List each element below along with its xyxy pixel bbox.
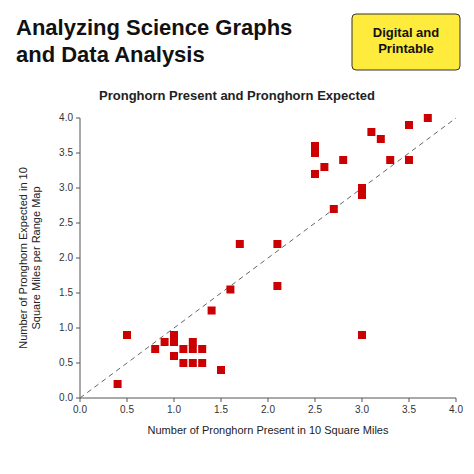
x-tick-label: 0.0 — [73, 404, 87, 415]
y-tick-label: 0.5 — [59, 357, 73, 368]
x-tick — [268, 398, 269, 402]
y-tick — [76, 153, 80, 154]
point — [179, 359, 187, 367]
x-tick — [80, 398, 81, 402]
point — [179, 345, 187, 353]
y-tick-label: 3.0 — [59, 182, 73, 193]
text-line: Square Miles per Range Map — [29, 186, 41, 329]
x-tick-label: 0.5 — [120, 404, 134, 415]
point — [198, 345, 206, 353]
point — [339, 156, 347, 164]
y-tick — [76, 293, 80, 294]
x-tick-label: 3.5 — [402, 404, 416, 415]
y-tick-label: 1.5 — [59, 287, 73, 298]
point — [358, 184, 366, 192]
y-tick-label: 4.0 — [59, 112, 73, 123]
point — [170, 331, 178, 339]
point — [367, 128, 375, 136]
annotation: Digital andPrintable — [373, 25, 440, 56]
point — [151, 345, 159, 353]
x-tick — [174, 398, 175, 402]
y-tick — [76, 258, 80, 259]
point — [311, 149, 319, 157]
point — [386, 156, 394, 164]
point — [236, 240, 244, 248]
text-line: Printable — [378, 41, 434, 56]
point — [273, 240, 281, 248]
reference-line — [80, 118, 456, 398]
x-tick-label: 1.5 — [214, 404, 228, 415]
plot-data — [80, 114, 456, 398]
y-tick — [76, 118, 80, 119]
y-tick-label: 0.0 — [59, 392, 73, 403]
x-tick — [221, 398, 222, 402]
axes: 0.0 0.5 1.0 1.5 2.0 2.5 3.0 3.5 4.0 0.0 0.5 1.0 1.5 2… — [59, 112, 463, 415]
title: Analyzing Science Graphsand Data Analysi… — [16, 14, 292, 66]
y-tick-label: 1.0 — [59, 322, 73, 333]
text-line: and Data Analysis — [16, 41, 205, 66]
point — [189, 345, 197, 353]
x-tick — [409, 398, 410, 402]
x-tick-label: 1.0 — [167, 404, 181, 415]
point — [405, 121, 413, 129]
point — [377, 135, 385, 143]
x-tick — [362, 398, 363, 402]
y-tick — [76, 328, 80, 329]
y-tick — [76, 223, 80, 224]
annotation-group: Digital andPrintable — [352, 14, 460, 70]
x-tick-label: 2.5 — [308, 404, 322, 415]
point — [208, 307, 216, 315]
point — [114, 380, 122, 388]
point — [358, 191, 366, 199]
annotation-box — [352, 14, 460, 70]
point — [424, 114, 432, 122]
point — [320, 163, 328, 171]
y-tick-label: 2.5 — [59, 217, 73, 228]
x-tick-label: 4.0 — [449, 404, 463, 415]
point — [198, 359, 206, 367]
chart-title: Pronghorn Present and Pronghorn Expected — [99, 88, 375, 103]
point — [226, 286, 234, 294]
y-tick-label: 2.0 — [59, 252, 73, 263]
point — [405, 156, 413, 164]
y-tick — [76, 363, 80, 364]
y-tick — [76, 398, 80, 399]
y-tick-label: 3.5 — [59, 147, 73, 158]
text-line: Analyzing Science Graphs — [16, 14, 292, 39]
point — [170, 338, 178, 346]
x-axis-label: Number of Pronghorn Present in 10 Square… — [148, 424, 389, 436]
point — [189, 338, 197, 346]
chart-container: Analyzing Science Graphsand Data Analysi… — [0, 0, 474, 474]
x-tick — [127, 398, 128, 402]
x-tick — [315, 398, 316, 402]
x-tick-label: 2.0 — [261, 404, 275, 415]
point — [358, 331, 366, 339]
point — [217, 366, 225, 374]
point — [189, 359, 197, 367]
point — [311, 142, 319, 150]
point — [170, 352, 178, 360]
point — [123, 331, 131, 339]
chart-svg: Analyzing Science Graphsand Data Analysi… — [0, 0, 474, 474]
x-tick — [456, 398, 457, 402]
point — [330, 205, 338, 213]
point — [273, 282, 281, 290]
text-line: Digital and — [373, 25, 440, 40]
x-tick-label: 3.0 — [355, 404, 369, 415]
point — [311, 170, 319, 178]
y-axis-label: Number of Pronghorn Expected in 10Square… — [16, 167, 41, 349]
text-line: Number of Pronghorn Expected in 10 — [16, 167, 28, 349]
point — [161, 338, 169, 346]
y-tick — [76, 188, 80, 189]
